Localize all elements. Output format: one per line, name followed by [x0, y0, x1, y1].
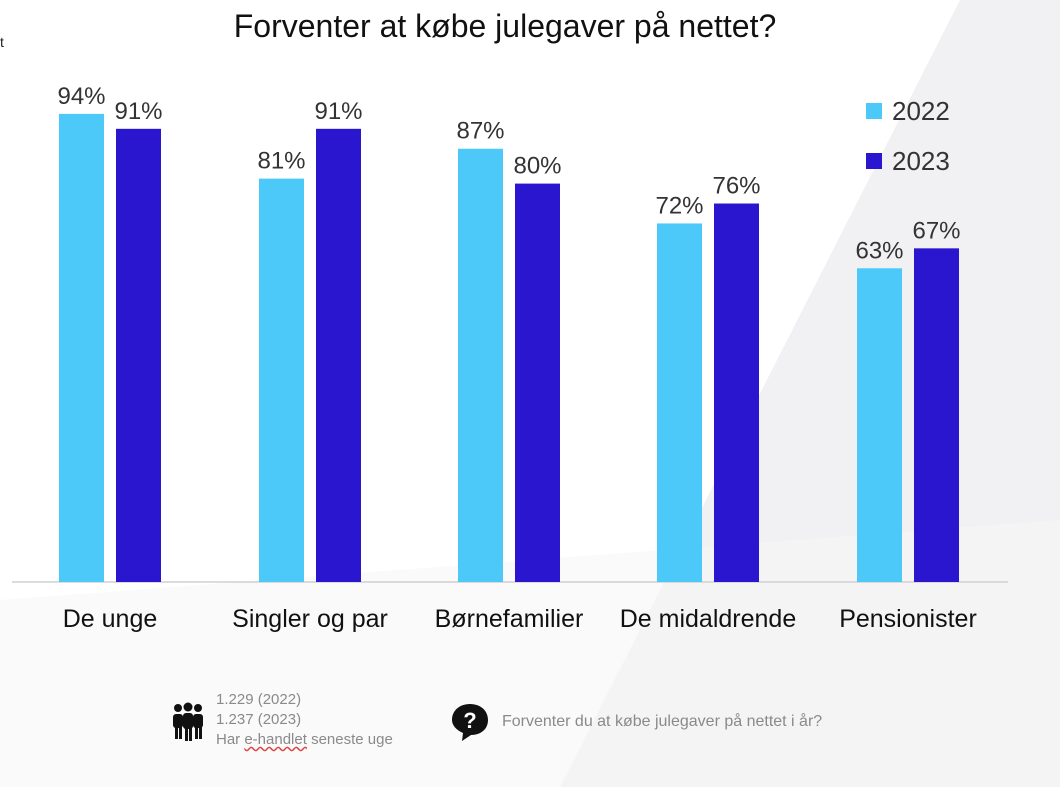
respondents-note: Har e-handlet seneste uge: [216, 730, 393, 750]
bar-singler-og-par-2022: [259, 178, 304, 582]
category-label-boernefamilier: Børnefamilier: [435, 605, 584, 633]
category-label-de-unge: De unge: [63, 605, 158, 633]
legend-item-2023: 2023: [866, 136, 950, 186]
bar-de-midaldrende-2023: [714, 203, 759, 582]
legend: 2022 2023: [866, 86, 950, 186]
bar-de-midaldrende-2022: [657, 223, 702, 582]
legend-swatch-2023: [866, 153, 882, 169]
bar-de-unge-2022: [59, 113, 104, 582]
legend-swatch-2022: [866, 103, 882, 119]
bar-pensionister-2022: [857, 268, 902, 582]
value-label-de-unge-2023: 91%: [114, 98, 162, 125]
legend-item-2022: 2022: [866, 86, 950, 136]
question-info: ? Forventer du at købe julegaver på nett…: [450, 702, 822, 742]
question-bubble-icon: ?: [452, 704, 488, 741]
respondents-2023: 1.237 (2023): [216, 711, 302, 728]
value-label-singler-og-par-2022: 81%: [257, 148, 305, 175]
legend-label-2022: 2022: [892, 95, 950, 126]
bar-boernefamilier-2022: [458, 148, 503, 583]
value-label-singler-og-par-2023: 91%: [314, 98, 362, 125]
respondents-note-suffix: seneste uge: [306, 731, 393, 748]
bar-boernefamilier-2023: [515, 183, 560, 582]
category-label-singler-og-par: Singler og par: [232, 605, 388, 633]
respondents-info: 1.229 (2022) 1.237 (2023) Har e-handlet …: [170, 690, 393, 750]
value-label-de-midaldrende-2023: 76%: [712, 173, 760, 200]
people-group-icon: [173, 702, 203, 741]
bar-singler-og-par-2023: [316, 128, 361, 582]
value-label-pensionister-2023: 67%: [912, 217, 960, 244]
question-text: Forventer du at købe julegaver på nettet…: [502, 713, 823, 730]
category-label-pensionister: Pensionister: [839, 605, 977, 633]
bar-de-unge-2023: [116, 128, 161, 582]
category-label-de-midaldrende: De midaldrende: [620, 605, 797, 633]
svg-text:?: ?: [463, 708, 476, 733]
bar-pensionister-2023: [914, 248, 959, 582]
value-label-de-unge-2022: 94%: [57, 83, 105, 110]
value-label-boernefamilier-2022: 87%: [456, 118, 504, 145]
respondents-2022: 1.229 (2022): [216, 691, 302, 708]
corner-mark: t: [0, 34, 4, 50]
respondents-note-prefix: Har: [216, 731, 245, 748]
value-label-pensionister-2022: 63%: [855, 237, 903, 264]
legend-label-2023: 2023: [892, 145, 950, 176]
chart-title: Forventer at købe julegaver på nettet?: [233, 8, 777, 44]
value-label-boernefamilier-2023: 80%: [513, 153, 561, 180]
respondents-note-underlined: e-handlet: [244, 731, 307, 748]
value-label-de-midaldrende-2022: 72%: [655, 192, 703, 219]
